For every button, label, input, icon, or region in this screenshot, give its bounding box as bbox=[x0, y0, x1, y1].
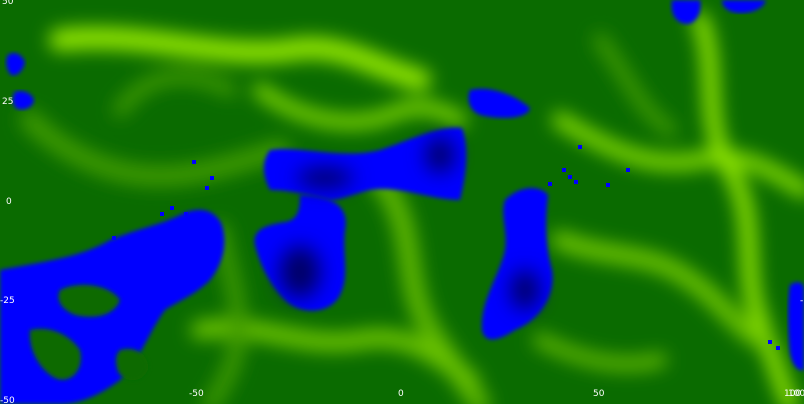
speck bbox=[568, 175, 572, 179]
speck bbox=[210, 176, 214, 180]
speck bbox=[574, 180, 578, 184]
edge-mark: - bbox=[800, 296, 804, 306]
ridge-north bbox=[49, 26, 431, 91]
ridge-southwest bbox=[202, 222, 247, 404]
y-tick-label: 25 bbox=[2, 97, 14, 107]
ridge-center-north bbox=[253, 83, 467, 129]
island-b bbox=[29, 328, 81, 380]
lake-west-tiny bbox=[12, 90, 34, 110]
lake-islands bbox=[29, 284, 149, 381]
speck bbox=[192, 160, 196, 164]
speck bbox=[606, 183, 610, 187]
lake-northeast-2 bbox=[722, 0, 766, 14]
lake-northwest-small bbox=[6, 52, 25, 76]
speck bbox=[768, 340, 772, 344]
x-tick-label: 100 bbox=[784, 389, 802, 399]
lake-northeast bbox=[671, 0, 701, 24]
speck bbox=[548, 182, 552, 186]
ridge-northwest bbox=[20, 110, 290, 186]
speck bbox=[562, 168, 566, 172]
island-c bbox=[115, 348, 149, 381]
lake-north-small bbox=[468, 88, 530, 118]
y-tick-label: -50 bbox=[0, 396, 15, 404]
island-a bbox=[58, 284, 120, 317]
ridge-east bbox=[552, 112, 804, 198]
speck bbox=[160, 212, 164, 216]
ridge-southeast bbox=[551, 231, 769, 349]
deep-spot-a bbox=[280, 246, 320, 298]
shore-speckles bbox=[112, 145, 780, 350]
speck bbox=[578, 145, 582, 149]
y-tick-label: -25 bbox=[0, 296, 15, 306]
ridge-east-2 bbox=[593, 33, 677, 137]
speck bbox=[170, 206, 174, 210]
deep-spot-c bbox=[426, 137, 454, 173]
ridge-west-mid bbox=[113, 69, 237, 117]
ridge-south-center bbox=[191, 318, 479, 389]
lake-east-edge bbox=[788, 282, 804, 371]
ridge-south-east-2 bbox=[533, 333, 667, 371]
ridge-far-east bbox=[692, 12, 798, 404]
y-tick-label: 50 bbox=[2, 0, 14, 7]
speck bbox=[112, 236, 116, 240]
y-tick-label: 0 bbox=[6, 197, 12, 207]
deep-water bbox=[280, 137, 539, 310]
deep-spot-d bbox=[511, 270, 539, 310]
deep-spot-b bbox=[297, 168, 353, 188]
speck bbox=[205, 186, 209, 190]
x-tick-label: -50 bbox=[189, 389, 204, 399]
speck bbox=[184, 212, 188, 216]
speck bbox=[626, 168, 630, 172]
x-tick-label: 0 bbox=[398, 389, 404, 399]
edge-mark: 100 bbox=[788, 389, 804, 399]
x-tick-label: 50 bbox=[593, 389, 605, 399]
speck bbox=[776, 346, 780, 350]
grass-ridges bbox=[20, 12, 804, 404]
